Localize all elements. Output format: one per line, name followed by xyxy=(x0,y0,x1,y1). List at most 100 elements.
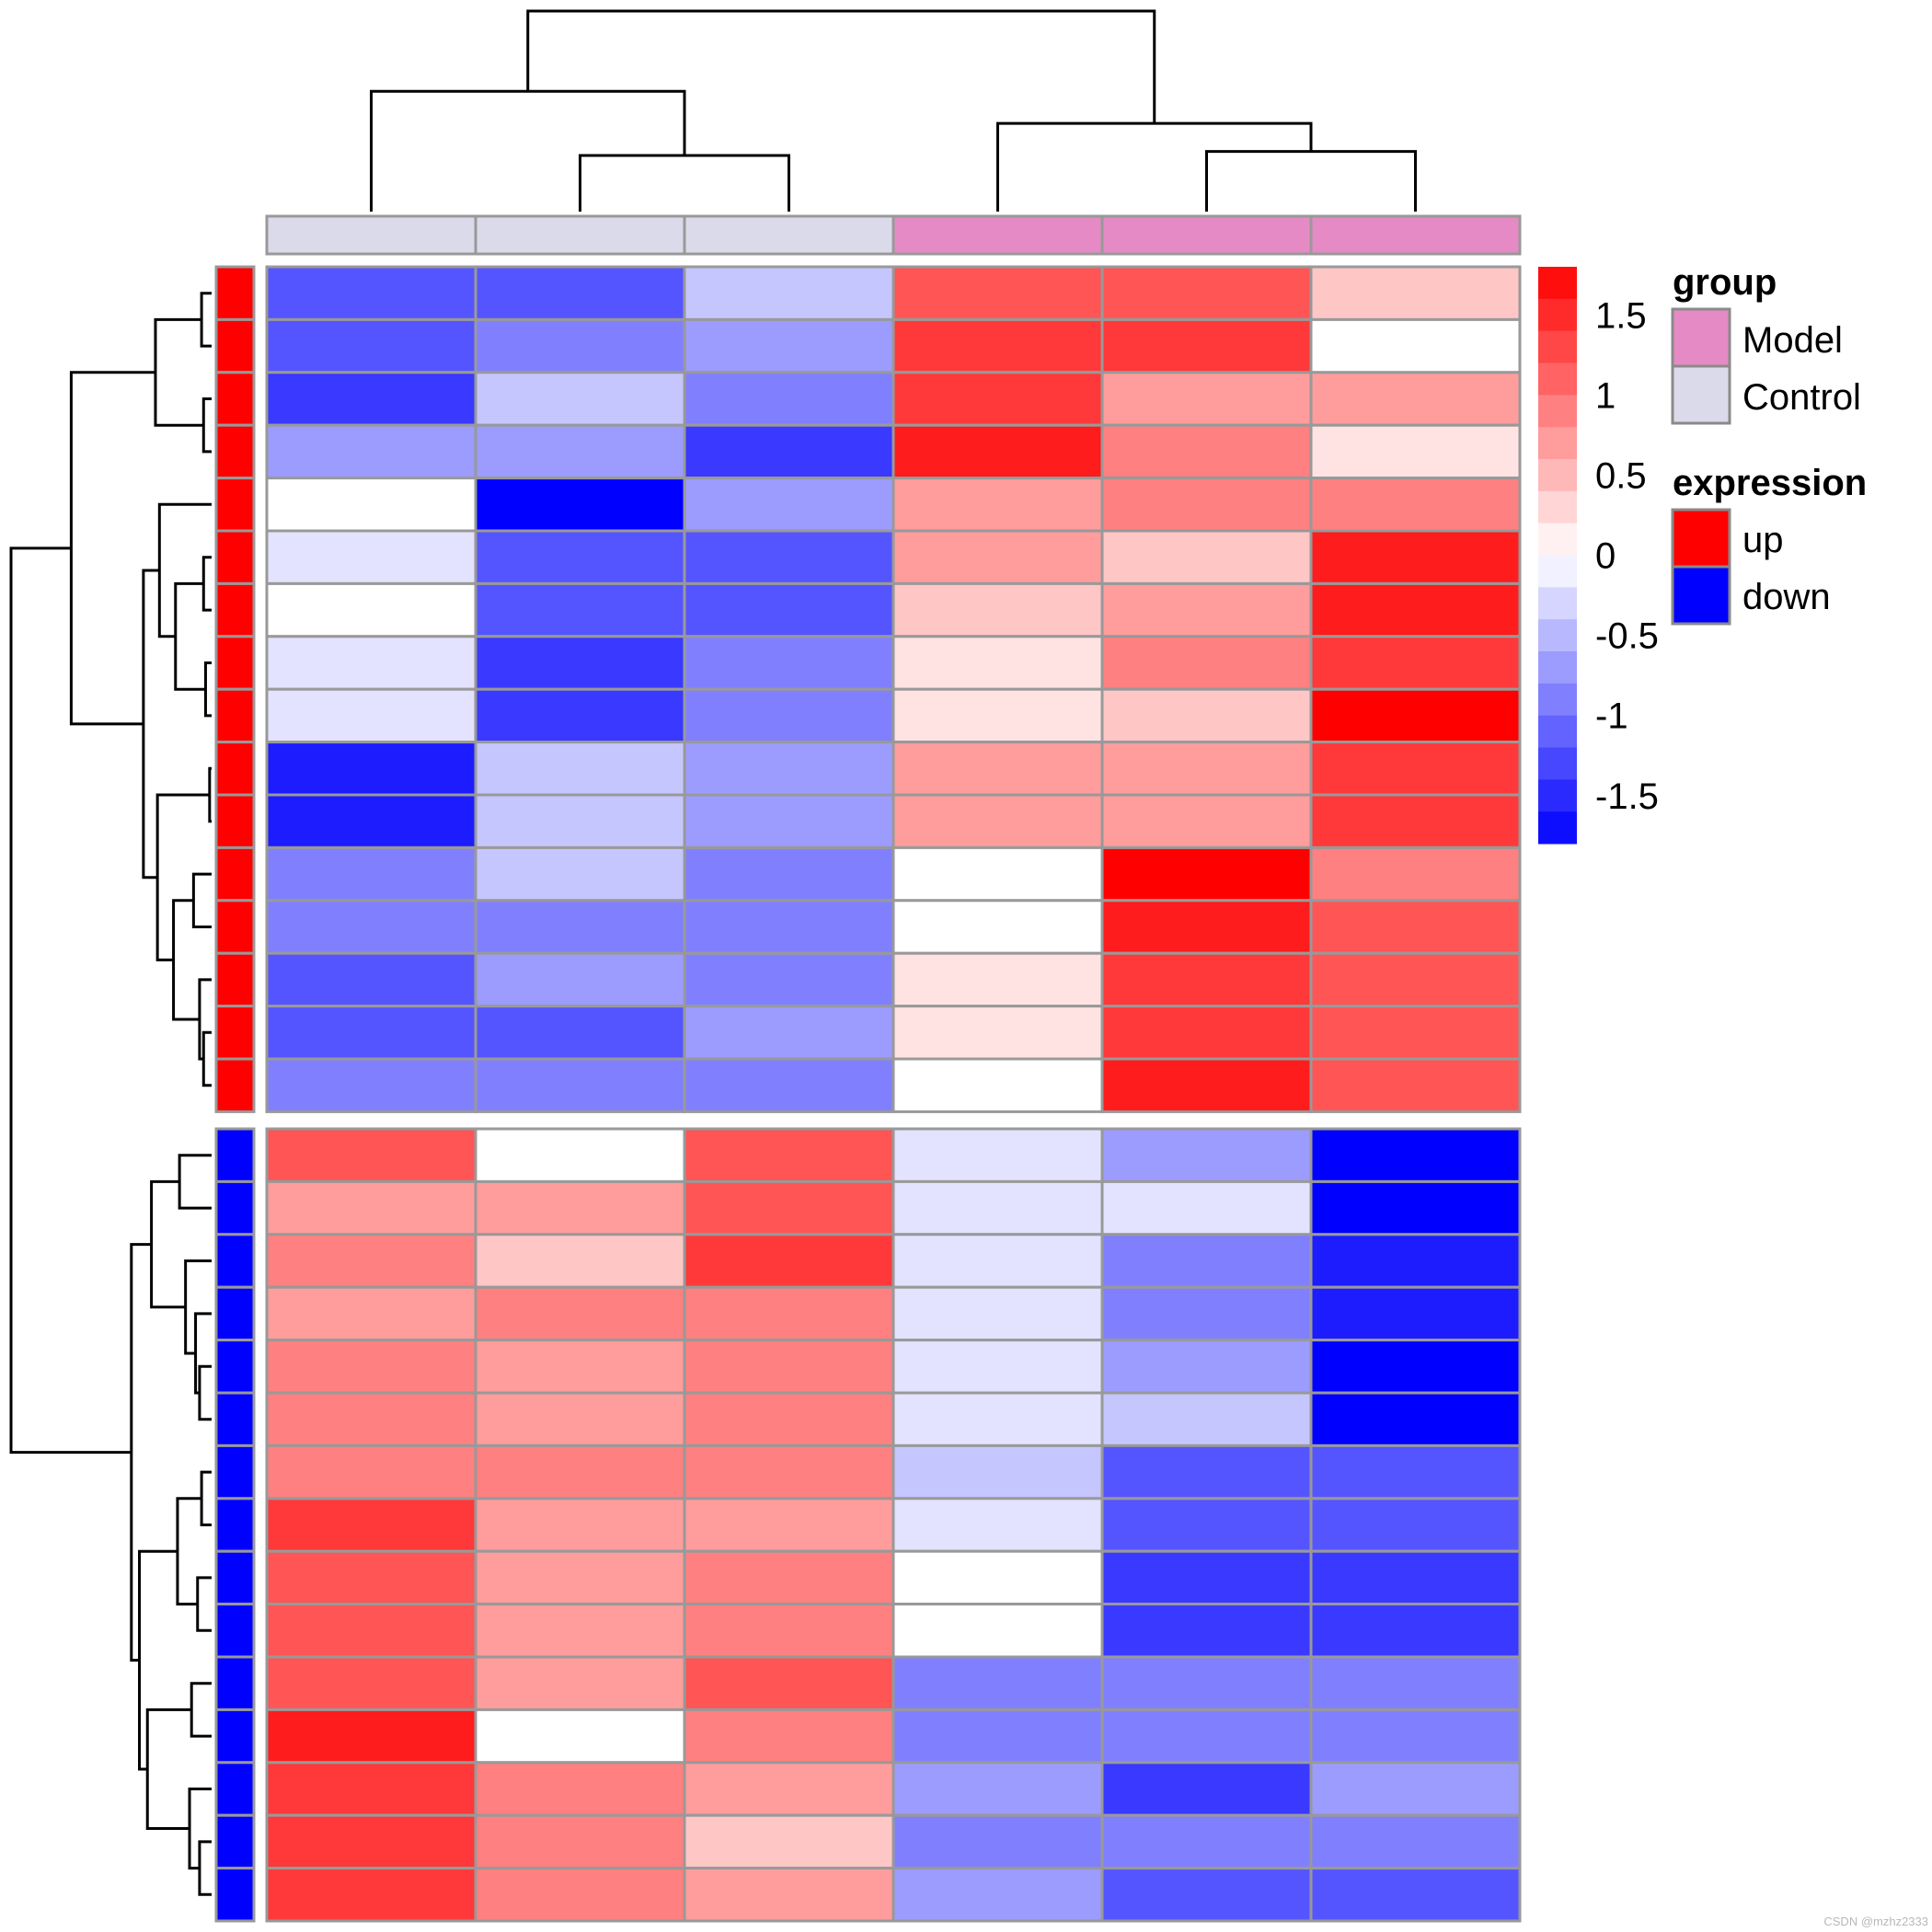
heatmap-cell xyxy=(683,1867,895,1923)
heatmap-cell xyxy=(474,265,686,321)
dendrogram-branch xyxy=(996,121,1313,212)
dendrogram-branch xyxy=(198,1364,212,1421)
color-scale-step xyxy=(1538,395,1577,428)
dendrogram-branch xyxy=(198,1840,212,1896)
row-expression-cell xyxy=(214,1179,256,1236)
color-scale-step xyxy=(1538,811,1577,845)
heatmap-cell xyxy=(474,1655,686,1711)
row-expression-cell xyxy=(214,845,256,903)
color-scale-step xyxy=(1538,362,1577,396)
heatmap-cell xyxy=(891,1179,1104,1236)
heatmap-cell xyxy=(683,1497,895,1553)
heatmap-cell xyxy=(265,1179,477,1236)
dendrogram-branch xyxy=(198,978,212,1061)
row-expression-cell xyxy=(214,1867,256,1923)
heatmap-cell xyxy=(891,371,1104,427)
heatmap-cell xyxy=(474,1057,686,1113)
color-scale-step xyxy=(1538,747,1577,780)
color-scale-tick-label: 0.5 xyxy=(1595,455,1647,496)
heatmap-cell xyxy=(1100,687,1313,744)
heatmap-cell xyxy=(1100,1813,1313,1870)
heatmap-cell xyxy=(1100,1127,1313,1183)
heatmap-cell xyxy=(474,1549,686,1606)
legend-swatch-up xyxy=(1671,508,1731,569)
heatmap-cell xyxy=(265,265,477,321)
column-group-cell xyxy=(474,214,686,256)
legend-swatch-down xyxy=(1671,565,1731,626)
heatmap-cell xyxy=(265,1708,477,1765)
color-scale-tick-label: -1 xyxy=(1595,696,1628,737)
color-scale-step xyxy=(1538,298,1577,332)
heatmap-cell xyxy=(1309,951,1522,1008)
color-scale-legend: 1.5 1 0.5 0 -0.5 -1 -1.5 xyxy=(1538,267,1659,845)
row-expression-cell xyxy=(214,951,256,1008)
heatmap-cell xyxy=(1100,423,1313,480)
heatmap-cell xyxy=(891,951,1104,1008)
heatmap-cell xyxy=(265,951,477,1008)
heatmap-cell xyxy=(474,1867,686,1923)
heatmap-cell xyxy=(474,1179,686,1236)
heatmap-cell xyxy=(265,1603,477,1659)
heatmap-cell xyxy=(474,423,686,480)
row-expression-cell xyxy=(214,741,256,797)
heatmap-cell xyxy=(683,371,895,427)
dendrogram-branch xyxy=(201,556,212,612)
heatmap-cell xyxy=(891,581,1104,638)
heatmap-cell xyxy=(891,1285,1104,1342)
heatmap-cell xyxy=(891,477,1104,533)
color-scale-step xyxy=(1538,490,1577,524)
heatmap-cell xyxy=(1100,793,1313,849)
heatmap-cell xyxy=(1309,371,1522,427)
heatmap-cell xyxy=(474,1005,686,1061)
row-expression-cell xyxy=(214,1761,256,1817)
row-expression-cell xyxy=(214,1339,256,1395)
dendrogram-branch xyxy=(200,1470,212,1526)
dendrogram-branch xyxy=(155,793,210,961)
dendrogram-branch xyxy=(9,546,132,1455)
heatmap-cells xyxy=(265,265,1522,1923)
heatmap-cell xyxy=(891,317,1104,374)
heatmap-cell xyxy=(1100,1443,1313,1501)
heatmap-cell xyxy=(1309,477,1522,533)
heatmap-cell xyxy=(265,317,477,374)
heatmap-cell xyxy=(1100,581,1313,638)
heatmap-cell xyxy=(474,635,686,691)
heatmap-cell xyxy=(683,1549,895,1606)
heatmap-cell xyxy=(683,1391,895,1447)
dendrogram-branch xyxy=(174,581,206,691)
row-expression-cell xyxy=(214,317,256,374)
heatmap-cell xyxy=(1309,1655,1522,1711)
row-expression-cell xyxy=(214,581,256,638)
heatmap-cell xyxy=(1309,845,1522,903)
heatmap-cell xyxy=(891,741,1104,797)
heatmap-cell xyxy=(683,845,895,903)
dendrogram-branch xyxy=(172,899,200,1021)
heatmap-cell xyxy=(474,1233,686,1289)
row-expression-cell xyxy=(214,1497,256,1553)
heatmap-cell xyxy=(474,1708,686,1765)
heatmap-cell xyxy=(891,1761,1104,1817)
heatmap-cell xyxy=(1309,1867,1522,1923)
heatmap-cell xyxy=(683,741,895,797)
heatmap-cell xyxy=(1309,1761,1522,1817)
row-expression-cell xyxy=(214,1708,256,1765)
row-expression-cell xyxy=(214,529,256,585)
heatmap-cell xyxy=(683,1127,895,1183)
heatmap-cell xyxy=(891,899,1104,955)
heatmap-cell xyxy=(265,581,477,638)
row-expression-cell xyxy=(214,1549,256,1606)
heatmap-cell xyxy=(474,1339,686,1395)
row-dendrogram xyxy=(9,292,212,1896)
heatmap-cell xyxy=(891,1391,1104,1447)
heatmap-cell xyxy=(474,1761,686,1817)
heatmap-cell xyxy=(1100,1285,1313,1342)
heatmap-cell xyxy=(683,1761,895,1817)
heatmap-cell xyxy=(1309,529,1522,585)
heatmap-cell xyxy=(891,1655,1104,1711)
heatmap-cell xyxy=(1100,1339,1313,1395)
heatmap-cell xyxy=(891,1057,1104,1113)
heatmap-cell xyxy=(1309,317,1522,374)
heatmap-cell xyxy=(1309,265,1522,321)
heatmap-cell xyxy=(891,265,1104,321)
